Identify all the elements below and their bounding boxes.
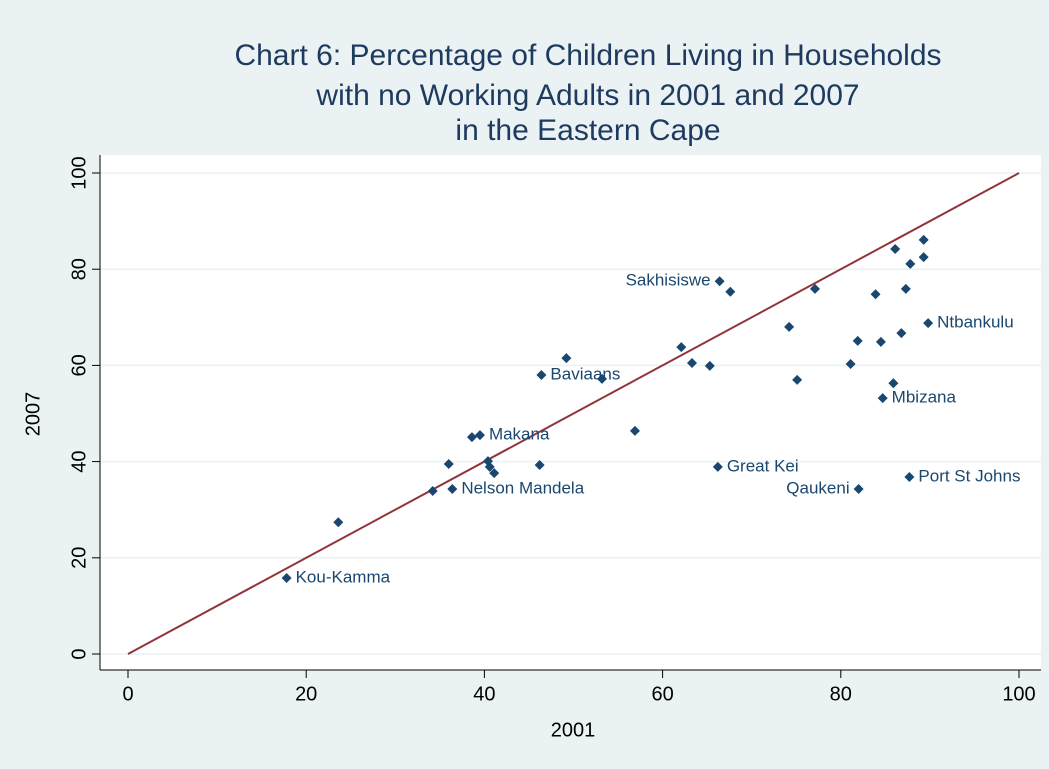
reference-line: [127, 172, 1020, 655]
y-tick-label: 100: [68, 156, 90, 189]
y-axis-label: 2007: [22, 392, 44, 437]
x-tick-label: 0: [122, 683, 133, 705]
y-tick-label: 40: [68, 450, 90, 472]
point: [447, 484, 458, 495]
point: [900, 283, 911, 294]
point-label: Port St Johns: [918, 466, 1020, 485]
point-label: Mbizana: [892, 388, 957, 407]
point: [712, 461, 723, 472]
x-tick-label: 80: [830, 683, 852, 705]
point: [676, 342, 687, 353]
point: [877, 393, 888, 404]
point: [890, 243, 901, 254]
point: [809, 283, 820, 294]
y-tick-label: 20: [68, 547, 90, 569]
point: [845, 358, 856, 369]
point: [870, 289, 881, 300]
point: [896, 328, 907, 339]
point: [427, 485, 438, 496]
point: [534, 459, 545, 470]
point: [443, 459, 454, 470]
chart-title: in the Eastern Cape: [455, 114, 720, 147]
chart-title: with no Working Adults in 2001 and 2007: [315, 79, 859, 112]
point: [888, 378, 899, 389]
point: [333, 517, 344, 528]
point-label: Nelson Mandela: [461, 479, 584, 498]
point: [597, 373, 608, 384]
point: [536, 370, 547, 381]
point: [489, 468, 500, 479]
point: [875, 336, 886, 347]
point: [474, 430, 485, 441]
point: [904, 471, 915, 482]
y-tick-label: 60: [68, 354, 90, 376]
point: [792, 374, 803, 385]
point-label: Sakhisiswe: [626, 271, 711, 290]
point-label: Qaukeni: [786, 479, 849, 498]
x-tick-label: 100: [1002, 683, 1035, 705]
point: [853, 484, 864, 495]
x-tick-label: 20: [295, 683, 317, 705]
x-axis-label: 2001: [551, 719, 596, 741]
point: [704, 360, 715, 371]
point-label: Great Kei: [727, 456, 799, 475]
point-label: Makana: [489, 425, 550, 444]
y-tick-label: 80: [68, 258, 90, 280]
point: [561, 353, 572, 364]
point: [918, 252, 929, 263]
point-label: Kou-Kamma: [296, 567, 391, 586]
point: [466, 432, 477, 443]
x-tick-label: 60: [651, 683, 673, 705]
point: [687, 357, 698, 368]
point: [905, 258, 916, 269]
point: [484, 461, 495, 472]
point-label: Baviaans: [550, 365, 620, 384]
y-tick-label: 0: [68, 648, 90, 659]
x-tick-label: 40: [473, 683, 495, 705]
chart-title: Chart 6: Percentage of Children Living i…: [234, 39, 941, 72]
point: [725, 286, 736, 297]
point: [714, 276, 725, 287]
point-label: Ntbankulu: [937, 313, 1014, 332]
point: [281, 573, 292, 584]
point: [629, 425, 640, 436]
point: [852, 335, 863, 346]
point: [784, 321, 795, 332]
point: [918, 234, 929, 245]
point: [923, 318, 934, 329]
